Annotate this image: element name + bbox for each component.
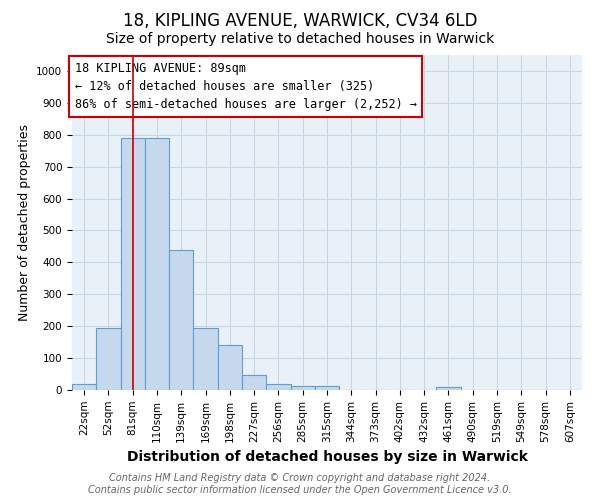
Bar <box>145 138 169 390</box>
Bar <box>290 386 315 390</box>
Bar <box>193 328 218 390</box>
Text: Size of property relative to detached houses in Warwick: Size of property relative to detached ho… <box>106 32 494 46</box>
Text: Contains HM Land Registry data © Crown copyright and database right 2024.
Contai: Contains HM Land Registry data © Crown c… <box>88 474 512 495</box>
Bar <box>96 328 121 390</box>
X-axis label: Distribution of detached houses by size in Warwick: Distribution of detached houses by size … <box>127 450 527 464</box>
Bar <box>242 374 266 390</box>
Bar <box>436 387 461 390</box>
Bar <box>315 386 339 390</box>
Bar <box>218 346 242 390</box>
Y-axis label: Number of detached properties: Number of detached properties <box>17 124 31 321</box>
Text: 18, KIPLING AVENUE, WARWICK, CV34 6LD: 18, KIPLING AVENUE, WARWICK, CV34 6LD <box>123 12 477 30</box>
Bar <box>121 138 145 390</box>
Bar <box>72 384 96 390</box>
Bar <box>266 384 290 390</box>
Bar <box>169 250 193 390</box>
Text: 18 KIPLING AVENUE: 89sqm
← 12% of detached houses are smaller (325)
86% of semi-: 18 KIPLING AVENUE: 89sqm ← 12% of detach… <box>74 62 416 110</box>
